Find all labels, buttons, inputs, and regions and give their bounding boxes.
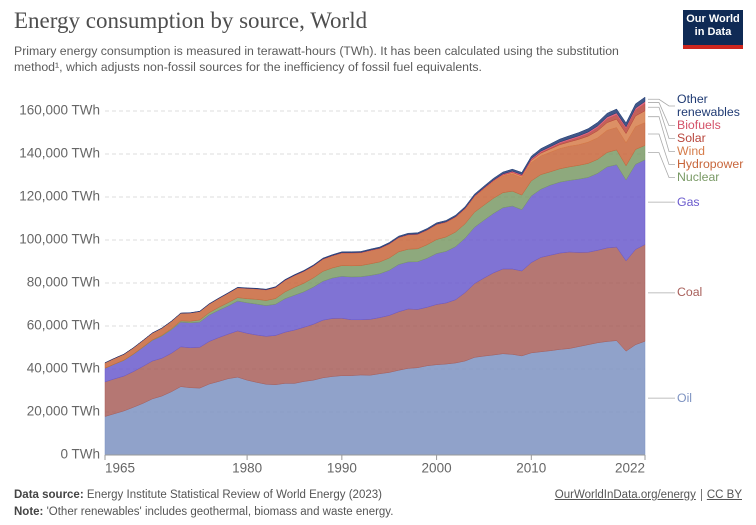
legend-label[interactable]: Wind — [677, 144, 706, 158]
license-link[interactable]: CC BY — [700, 489, 742, 501]
y-tick-label: 160,000 TWh — [19, 103, 100, 118]
legend-label[interactable]: Hydropower — [677, 157, 744, 171]
x-tick-label: 1990 — [327, 461, 357, 476]
y-tick-label: 60,000 TWh — [27, 318, 100, 333]
source-label: Data source: — [14, 489, 84, 501]
legend-label[interactable]: Gas — [677, 194, 700, 209]
y-tick-label: 140,000 TWh — [19, 146, 100, 161]
legend-label[interactable]: Coal — [677, 285, 703, 300]
url-link[interactable]: OurWorldInData.org/energy — [554, 489, 696, 501]
legend-connector — [648, 106, 675, 139]
note-text: 'Other renewables' includes geothermal, … — [46, 506, 394, 518]
note: Note: 'Other renewables' includes geothe… — [14, 506, 393, 518]
legend-connector — [648, 98, 675, 107]
x-tick-label: 1980 — [232, 461, 262, 476]
legend-connector — [648, 102, 675, 126]
y-tick-label: 20,000 TWh — [27, 404, 100, 419]
logo[interactable]: Our World in Data — [683, 10, 743, 49]
y-tick-label: 0 TWh — [60, 447, 100, 462]
links: OurWorldInData.org/energy CC BY — [555, 489, 742, 501]
legend-label[interactable]: Solar — [677, 131, 706, 145]
source: Data source: Energy Institute Statistica… — [14, 489, 382, 501]
y-tick-label: 40,000 TWh — [27, 361, 100, 376]
legend-label[interactable]: Other renewables — [677, 92, 740, 119]
legend-label[interactable]: Oil — [677, 390, 693, 405]
chart-title: Energy consumption by source, World — [14, 8, 368, 33]
note-label: Note: — [14, 506, 44, 518]
x-tick-label: 2022 — [615, 461, 645, 476]
legend-label[interactable]: Nuclear — [677, 170, 720, 184]
legend-label[interactable]: Biofuels — [677, 118, 721, 132]
legend-connector — [648, 133, 675, 165]
chart-subtitle: Primary energy consumption is measured i… — [14, 44, 619, 74]
legend-connector — [648, 152, 675, 178]
x-tick-label: 2000 — [422, 461, 452, 476]
x-tick-label: 2010 — [516, 461, 546, 476]
y-tick-label: 80,000 TWh — [27, 275, 100, 290]
area — [104, 96, 646, 364]
legend-connector — [648, 116, 675, 152]
x-tick-label: 1965 — [105, 461, 135, 476]
y-tick-label: 120,000 TWh — [19, 189, 100, 204]
y-tick-label: 100,000 TWh — [19, 232, 100, 247]
source-text: Energy Institute Statistical Review of W… — [86, 489, 382, 501]
